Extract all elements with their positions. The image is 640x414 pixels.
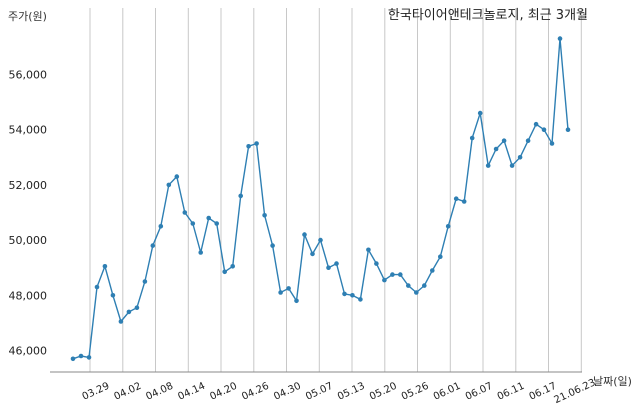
data-point (445, 224, 451, 229)
data-point (422, 283, 427, 288)
data-point (509, 163, 515, 168)
x-tick-label: 04.14 (176, 381, 207, 403)
y-tick-label: 56,000 (9, 69, 48, 82)
data-point (557, 36, 563, 41)
data-point (310, 251, 315, 257)
data-point (374, 261, 379, 266)
data-point (126, 309, 132, 315)
data-point (302, 232, 307, 237)
data-point (270, 243, 275, 248)
data-point (438, 254, 443, 259)
y-tick-labels: 46,000 48,000 50,000 52,000 54,000 56,000 (9, 69, 48, 358)
data-point (86, 355, 92, 360)
data-point (453, 196, 459, 201)
data-point (382, 277, 387, 283)
x-tick-label: 04.26 (240, 381, 271, 403)
data-point (94, 284, 100, 290)
data-point (430, 268, 435, 273)
data-point (110, 293, 116, 298)
x-tick-label: 04.02 (113, 381, 144, 403)
x-tick-label: 06.11 (496, 381, 527, 403)
x-tick-label: 05.13 (336, 381, 367, 403)
data-point (565, 127, 571, 132)
data-point (166, 182, 172, 188)
data-point (206, 215, 211, 221)
data-point (102, 264, 108, 269)
x-tick-label: 21.06.23 (552, 377, 597, 406)
data-point (198, 250, 203, 255)
data-point (238, 193, 243, 199)
data-point (286, 286, 291, 291)
x-tick-label: 05.20 (368, 381, 399, 403)
data-point (70, 356, 76, 362)
x-tick-labels: 03.29 04.02 04.08 04.14 04.20 04.26 04.30 05.07… (81, 377, 598, 406)
data-point (358, 297, 363, 302)
data-point (398, 272, 403, 277)
data-point (158, 224, 164, 229)
data-point (390, 272, 395, 277)
x-tick-label: 03.29 (81, 381, 112, 403)
data-point (326, 265, 331, 271)
data-point (414, 290, 419, 295)
data-point (541, 127, 547, 132)
data-point (485, 163, 491, 168)
data-points (70, 36, 571, 362)
y-tick-label: 50,000 (9, 234, 48, 247)
data-point (342, 291, 347, 297)
y-tick-label: 52,000 (9, 179, 48, 192)
x-tick-label: 04.30 (272, 381, 303, 403)
x-tick-label: 04.20 (208, 381, 239, 403)
x-axis-label: 날짜(일) (593, 374, 632, 388)
data-point (254, 141, 259, 146)
data-point (334, 261, 339, 266)
data-point (134, 305, 140, 311)
y-axis-label: 주가(원) (8, 10, 47, 23)
data-point (278, 290, 283, 295)
data-point (517, 155, 523, 160)
data-point (222, 269, 227, 275)
x-tick-label: 06.01 (432, 381, 463, 403)
data-point (214, 221, 219, 226)
data-point (318, 237, 323, 243)
y-tick-label: 46,000 (9, 345, 48, 358)
data-point (533, 121, 539, 127)
data-point (118, 319, 124, 324)
data-point (366, 247, 371, 253)
data-point (501, 138, 507, 143)
data-point (493, 146, 499, 152)
data-point (150, 243, 156, 248)
data-point (461, 199, 467, 204)
data-point (78, 353, 84, 359)
chart-title: 한국타이어앤테크놀로지, 최근 3개월 (388, 8, 588, 23)
data-point (477, 110, 483, 116)
data-point (350, 293, 355, 298)
x-tick-label: 05.26 (400, 381, 431, 403)
data-point (406, 283, 411, 288)
price-line (72, 38, 569, 360)
data-point (262, 213, 267, 218)
x-tick-label: 05.07 (304, 381, 335, 403)
data-point (246, 144, 251, 149)
y-tick-label: 54,000 (9, 124, 48, 137)
gridlines (89, 8, 582, 372)
data-point (230, 264, 235, 269)
data-point (182, 210, 188, 215)
data-point (294, 298, 299, 304)
y-tick-label: 48,000 (9, 289, 48, 302)
data-point (190, 221, 196, 226)
x-tick-label: 06.07 (464, 381, 495, 403)
data-point (469, 135, 475, 141)
data-point (549, 141, 555, 146)
x-tick-label: 04.08 (144, 381, 175, 403)
data-point (174, 174, 180, 179)
data-point (142, 279, 148, 284)
data-point (525, 138, 531, 143)
